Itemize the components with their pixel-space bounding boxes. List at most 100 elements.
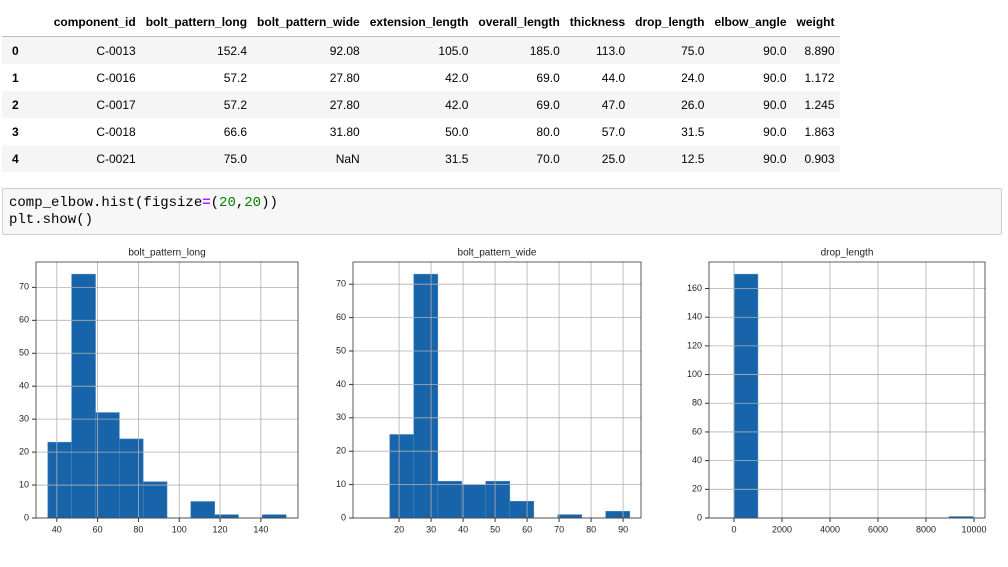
- y-tick-label: 50: [19, 348, 29, 358]
- x-tick-label: 6000: [868, 524, 888, 534]
- table-cell: C-0017: [96, 97, 136, 112]
- table-cell: 1.172: [804, 70, 835, 85]
- header-cell: weight: [791, 8, 840, 37]
- code-token: )): [261, 195, 278, 211]
- y-tick-label: 10: [336, 479, 346, 489]
- y-tick-label: 20: [336, 446, 346, 456]
- bar: [71, 273, 96, 519]
- y-tick-label: 0: [341, 512, 346, 522]
- table-cell: 152.4: [217, 43, 248, 58]
- row-index: 4: [12, 151, 19, 166]
- y-tick-label: 40: [336, 379, 346, 389]
- table-cell: 90.0: [763, 97, 787, 112]
- header-cell: bolt_pattern_long: [140, 8, 253, 37]
- table-cell: 90.0: [763, 124, 787, 139]
- bar: [47, 441, 72, 519]
- bar: [437, 480, 463, 519]
- table-cell: 75.0: [681, 43, 705, 58]
- table-cell: 1.245: [804, 97, 835, 112]
- table-cell: 31.80: [329, 124, 360, 139]
- y-tick-label: 140: [687, 312, 702, 322]
- x-tick-label: 100: [172, 524, 187, 534]
- y-tick-label: 50: [336, 345, 346, 355]
- table-row: 0 C-0013 152.4 92.08 105.0 185.0 113.0 75.0 90.0…: [2, 36, 840, 64]
- x-tick-label: 90: [618, 524, 628, 534]
- table-cell: 25.0: [601, 151, 626, 166]
- x-tick-label: 20: [394, 524, 404, 534]
- table-cell: 185.0: [529, 43, 560, 58]
- table-cell: 75.0: [223, 151, 248, 166]
- table-cell: 105.0: [438, 43, 469, 58]
- x-tick-label: 10000: [961, 524, 986, 534]
- header-cell: bolt_pattern_wide: [252, 8, 365, 37]
- header-cell: overall_length: [473, 8, 565, 37]
- table-cell: 31.5: [681, 124, 705, 139]
- bar: [389, 434, 415, 519]
- table-cell: 1.863: [804, 124, 835, 139]
- table-cell: C-0016: [96, 70, 136, 85]
- header-cell: extension_length: [364, 8, 474, 37]
- table-row: 3 C-0018 66.6 31.80 50.0 80.0 57.0 31.5 90.0 1.86…: [2, 118, 840, 145]
- header-cell: thickness: [564, 8, 631, 37]
- y-tick-label: 30: [19, 414, 29, 424]
- table-cell: 90.0: [763, 43, 787, 58]
- table-cell: 90.0: [763, 70, 787, 85]
- code-token: =: [202, 195, 211, 211]
- y-tick-label: 70: [336, 279, 346, 289]
- table-row: 4 C-0021 75.0 NaN 31.5 70.0 25.0 12.5 90.0 0.903: [2, 145, 840, 172]
- x-tick-label: 140: [253, 524, 268, 534]
- table-cell: 57.2: [223, 97, 248, 112]
- row-index: 3: [12, 124, 19, 139]
- row-index: 1: [12, 70, 19, 85]
- bar: [485, 480, 511, 519]
- bar: [733, 273, 759, 519]
- table-cell: 70.0: [536, 151, 560, 166]
- bar: [142, 481, 168, 519]
- code-token: 20: [219, 195, 236, 211]
- y-tick-label: 60: [19, 315, 29, 325]
- bar: [413, 273, 439, 519]
- y-tick-label: 0: [697, 512, 702, 522]
- table-cell: 42.0: [445, 97, 469, 112]
- bar: [605, 511, 631, 519]
- plot-frame: [708, 261, 986, 519]
- table-cell: 90.0: [763, 151, 787, 166]
- y-tick-label: 20: [692, 484, 702, 494]
- code-token: ,: [235, 195, 245, 211]
- table-row: 2 C-0017 57.2 27.80 42.0 69.0 47.0 26.0 90.0 1.24…: [2, 91, 840, 118]
- table-cell: 66.6: [223, 124, 248, 139]
- y-tick-label: 0: [24, 512, 29, 522]
- x-tick-label: 30: [426, 524, 436, 534]
- table-cell: 0.903: [804, 151, 835, 166]
- table-cell: 57.2: [223, 70, 248, 85]
- code-token: 20: [244, 195, 262, 211]
- table-cell: C-0021: [96, 151, 136, 166]
- x-tick-label: 120: [213, 524, 228, 534]
- x-tick-label: 80: [586, 524, 596, 534]
- header-cell: elbow_angle: [709, 8, 792, 37]
- bar: [214, 514, 239, 519]
- dataframe-table: component_id bolt_pattern_long bolt_patter…: [2, 8, 840, 172]
- x-tick-label: 4000: [820, 524, 840, 534]
- x-tick-label: 70: [554, 524, 564, 534]
- table-cell: C-0013: [96, 43, 136, 58]
- table-cell: 24.0: [681, 70, 705, 85]
- row-index: 2: [12, 97, 19, 112]
- table-cell: 92.08: [329, 43, 360, 58]
- y-tick-label: 30: [336, 412, 346, 422]
- table-cell: C-0018: [96, 124, 136, 139]
- table-cell: 57.0: [601, 124, 626, 139]
- bar: [461, 484, 487, 519]
- code-line: comp_elbow.hist(figsize=(20,20)): [3, 195, 1001, 212]
- code-cell[interactable]: comp_elbow.hist(figsize=(20,20)) plt.show…: [2, 188, 1002, 235]
- table-cell: 27.80: [329, 70, 360, 85]
- code-token: plt.show(): [9, 212, 94, 228]
- x-tick-label: 40: [52, 524, 62, 534]
- code-token: (: [210, 195, 220, 211]
- row-index: 0: [12, 43, 19, 58]
- bar: [190, 501, 215, 519]
- y-tick-label: 160: [687, 283, 702, 293]
- bar: [509, 501, 535, 519]
